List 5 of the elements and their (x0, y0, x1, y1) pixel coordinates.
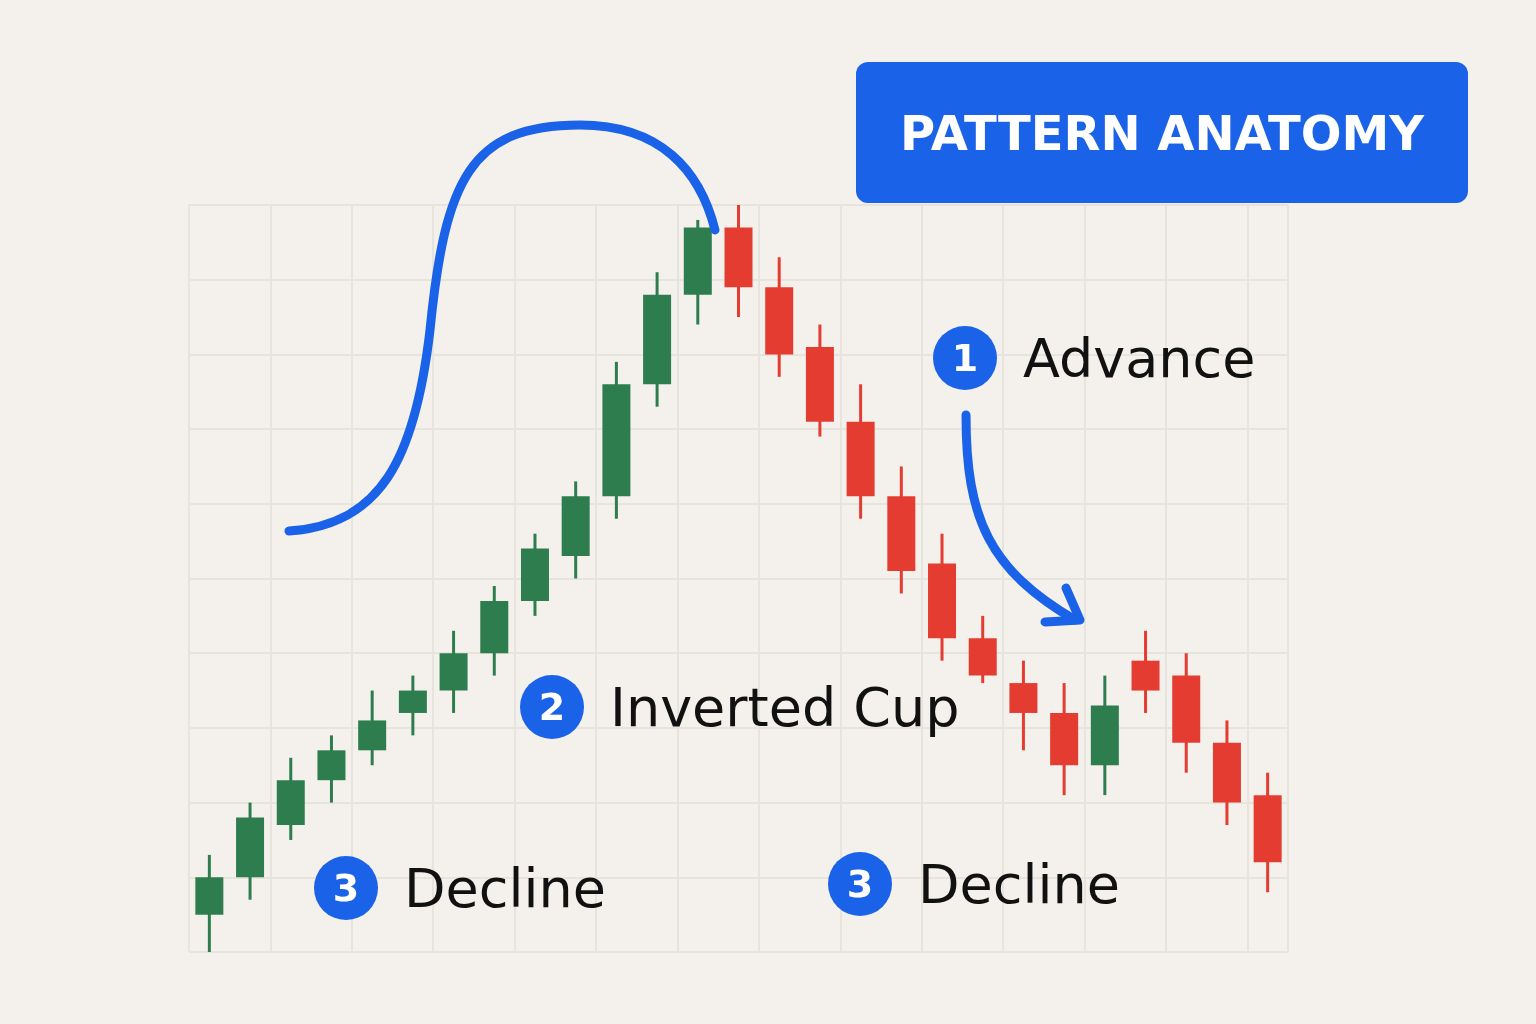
annotation: 3 Decline (845, 852, 1120, 916)
annotation: 1 Advance (950, 326, 1256, 390)
annotation: 2 Inverted Cup (537, 675, 960, 739)
chart-title: PATTERN ANATOMY (856, 62, 1468, 203)
annotation: 3 Decline (331, 856, 606, 920)
